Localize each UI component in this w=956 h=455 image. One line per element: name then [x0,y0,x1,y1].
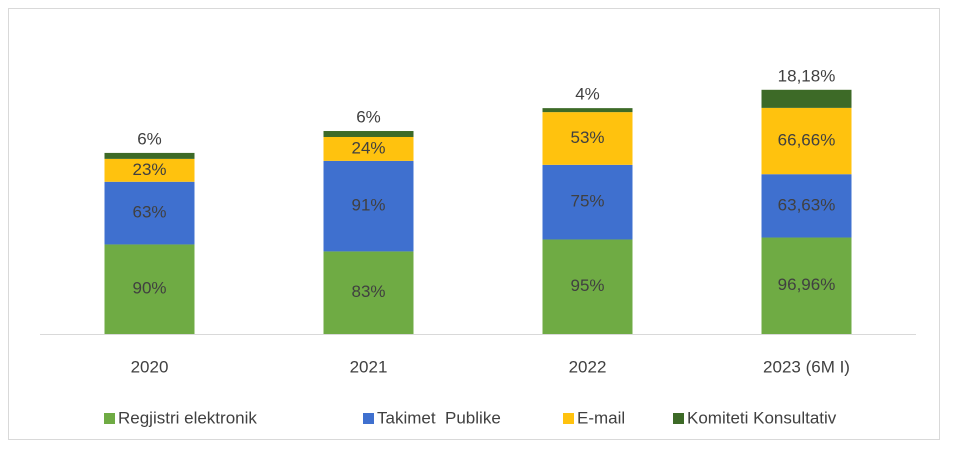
x-tick-label: 2020 [131,357,169,376]
bar-segment [104,181,195,245]
bar-segment [323,136,414,161]
data-label: 24% [351,138,385,157]
bar-segment [323,251,414,334]
bar-segment [542,239,633,334]
bar-segment [323,131,414,137]
data-label: 53% [570,128,604,147]
data-label: 6% [356,108,381,127]
legend-label: Takimet Publike [377,408,501,427]
data-label: 63% [132,203,166,222]
bar-segment [761,89,852,108]
data-label: 75% [570,192,604,211]
bar-segment [761,237,852,334]
data-label: 96,96% [778,275,836,294]
bar-segment [761,174,852,238]
data-label: 66,66% [778,131,836,150]
data-label: 95% [570,276,604,295]
bar-segment [104,158,195,182]
bar-segment [761,107,852,175]
bar-segment [104,152,195,159]
legend-label: Komiteti Konsultativ [687,408,837,427]
data-label: 18,18% [778,66,836,85]
bar-segment [542,112,633,165]
data-label: 6% [137,129,162,148]
data-label: 83% [351,282,385,301]
data-label: 90% [132,279,166,298]
data-label: 91% [351,196,385,215]
legend-label: Regjistri elektronik [118,408,257,427]
bar-segment [104,244,195,334]
x-tick-label: 2021 [350,357,388,376]
legend-swatch [673,413,684,424]
data-label: 63,63% [778,195,836,214]
x-tick-label: 2023 (6M I) [763,357,850,376]
bar-segment [542,108,633,113]
legend-swatch [563,413,574,424]
legend-swatch [104,413,115,424]
legend-swatch [363,413,374,424]
bar-segment [323,160,414,252]
data-label: 4% [575,85,600,104]
x-tick-label: 2022 [569,357,607,376]
bar-segment [542,164,633,240]
data-label: 23% [132,160,166,179]
legend-label: E-mail [577,408,625,427]
